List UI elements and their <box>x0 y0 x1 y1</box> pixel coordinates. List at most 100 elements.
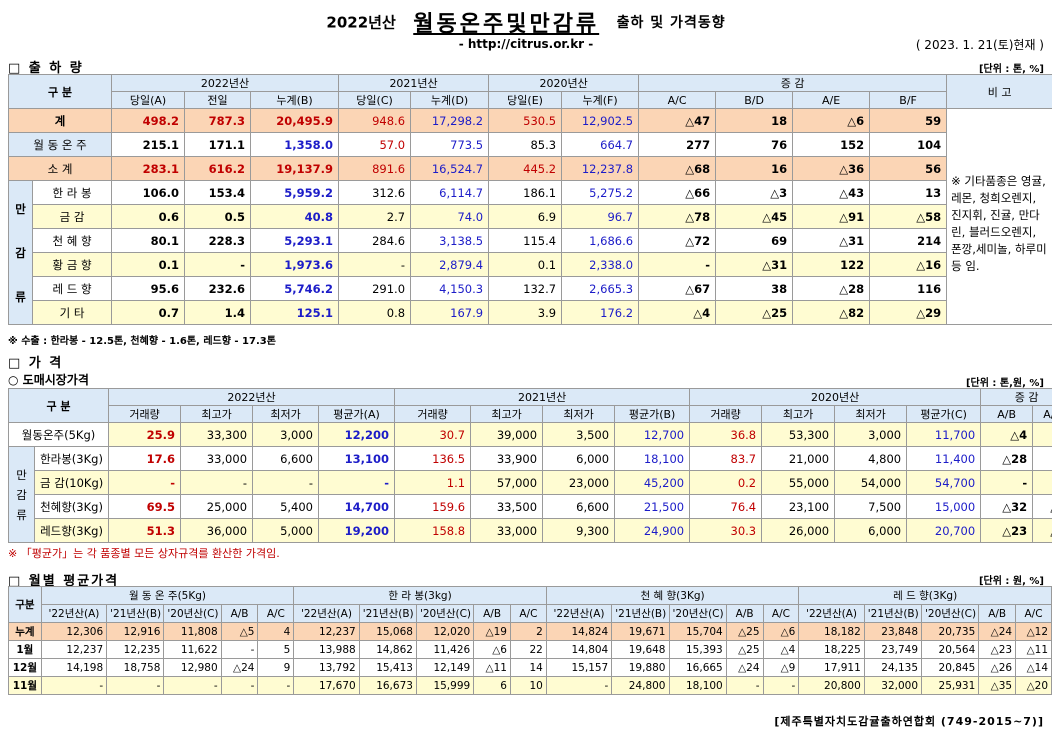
cell: 4,150.3 <box>410 276 490 301</box>
cell: - <box>163 676 222 695</box>
cell: 45,200 <box>614 470 691 495</box>
shipment-table: 구 분 2022년산 2021년산 2020년산 증 감 비 고 당일(A) 전… <box>7 74 1052 325</box>
table-row: 천 혜 향 80.1 228.3 5,293.1 284.6 3,138.5 1… <box>9 228 1052 253</box>
cell: 20,564 <box>921 640 980 659</box>
header-change: 증 감 <box>980 388 1052 406</box>
cell: 23,000 <box>542 470 616 495</box>
cell: 57,000 <box>470 470 544 495</box>
header-group: 레 드 향(3Kg) <box>798 586 1052 605</box>
cell: 125.1 <box>250 300 340 325</box>
cell: - <box>180 470 254 495</box>
cell: - <box>184 252 252 277</box>
cell: △47 <box>638 108 717 133</box>
cell: 1.1 <box>394 470 472 495</box>
cell: 16 <box>715 156 794 181</box>
group-label: 만감류 <box>8 446 35 543</box>
cell: 25.9 <box>108 422 182 447</box>
table-row: 금 감 0.6 0.5 40.8 2.7 74.0 6.9 96.7 △78 △… <box>9 204 1052 229</box>
header-2022: 2022년산 <box>111 74 340 92</box>
price-subheader-row: 거래량 최고가 최저가 평균가(A) 거래량 최고가 최저가 평균가(B) 거래… <box>9 405 1052 423</box>
cell: 56 <box>869 156 948 181</box>
col-header: 최저가 <box>834 405 908 423</box>
cell: △5 <box>220 622 259 641</box>
cell: 9 <box>257 658 295 677</box>
cell: 106.0 <box>111 180 186 205</box>
cell: 312.6 <box>338 180 412 205</box>
cell: 54,000 <box>834 470 908 495</box>
cell: 15,999 <box>415 676 475 695</box>
col-header: '21년산(B) <box>358 604 417 623</box>
cell: 13,792 <box>293 658 360 677</box>
cell: 26,000 <box>761 518 836 543</box>
cell: △82 <box>792 300 871 325</box>
cell: 6,600 <box>542 494 616 519</box>
remarks-cell: ※ 기타품종은 영귤,레몬, 청희오렌지, 진지휘, 진귤, 만다린, 블러드오… <box>946 108 1052 325</box>
table-row-cumulative: 누계 12,306 12,916 11,808 △5 4 12,237 15,068 12,… <box>8 622 1052 641</box>
cell: 6,114.7 <box>410 180 490 205</box>
cell: 15,704 <box>668 622 727 641</box>
cell: 891.6 <box>338 156 412 181</box>
col-header: '21년산(B) <box>611 604 670 623</box>
table-row: 레 드 향 95.6 232.6 5,746.2 291.0 4,150.3 1… <box>9 276 1052 301</box>
cell: △25 <box>715 300 794 325</box>
cell: 85.3 <box>488 132 563 157</box>
cell: 25,931 <box>921 676 980 695</box>
col-header: 누계(D) <box>410 91 490 109</box>
cell: △91 <box>792 204 871 229</box>
cell: 445.2 <box>488 156 563 181</box>
cell: - <box>762 676 800 695</box>
cell: 116 <box>869 276 948 301</box>
monthly-price-table: 구분 월 동 온 주(5Kg) 한 라 봉(3kg) 천 혜 향(3Kg) 레 … <box>8 586 1052 695</box>
group-label: 만감류 <box>8 180 33 325</box>
cell: 228.3 <box>184 228 252 253</box>
cell: 132.7 <box>488 276 563 301</box>
cell: 787.3 <box>184 108 252 133</box>
row-label: 레드향(3Kg) <box>33 518 110 543</box>
cell: 5,000 <box>252 518 320 543</box>
cell: 15,157 <box>545 658 613 677</box>
cell: 12,149 <box>415 658 475 677</box>
col-header: '20년산(C) <box>415 604 475 623</box>
cell: 24,800 <box>611 676 670 695</box>
cell: 15,000 <box>906 494 982 519</box>
cell: 284.6 <box>338 228 412 253</box>
cell: 16,673 <box>358 676 417 695</box>
cell: 14,824 <box>545 622 613 641</box>
cell: 0.2 <box>689 470 763 495</box>
cell: 0.5 <box>184 204 252 229</box>
cell: 664.7 <box>561 132 640 157</box>
header-gubun: 구 분 <box>7 388 110 423</box>
cell: 24,900 <box>614 518 691 543</box>
col-header: A/C <box>762 604 800 623</box>
cell: 12,235 <box>106 640 165 659</box>
cell: 33,000 <box>470 518 544 543</box>
cell: 5 <box>257 640 295 659</box>
price-unit: [단위 : 톤,원, %] <box>965 378 1044 389</box>
cell: - <box>252 470 320 495</box>
cell: 55,000 <box>761 470 836 495</box>
page-subtitle: 출하 및 가격동향 <box>616 15 726 31</box>
cell: 83.7 <box>689 446 763 471</box>
cell: - <box>220 676 259 695</box>
cell: - <box>980 470 1034 495</box>
cell: 530.5 <box>488 108 563 133</box>
col-header: '21년산(B) <box>863 604 923 623</box>
col-header: 최고가 <box>180 405 254 423</box>
cell: 122 <box>792 252 871 277</box>
cell: 18,758 <box>106 658 165 677</box>
cell: 7,500 <box>834 494 908 519</box>
cell: 6 <box>473 676 511 695</box>
footer-source: [제주특별자치도감귤출하연합회 (749-2015~7)] <box>774 715 1044 728</box>
col-header: '21년산(B) <box>106 604 165 623</box>
cell: 5,746.2 <box>250 276 340 301</box>
cell: 2,338.0 <box>561 252 640 277</box>
cell: 36.8 <box>689 422 763 447</box>
col-header: 최저가 <box>252 405 320 423</box>
cell: △9 <box>762 658 800 677</box>
cell: △11 <box>1015 640 1052 659</box>
header-group: 한 라 봉(3kg) <box>293 586 547 605</box>
row-label: 월 동 온 주 <box>7 132 113 157</box>
site-url[interactable]: - http://citrus.or.kr - <box>458 37 594 51</box>
col-header: 최고가 <box>761 405 836 423</box>
cell: 20,495.9 <box>250 108 340 133</box>
